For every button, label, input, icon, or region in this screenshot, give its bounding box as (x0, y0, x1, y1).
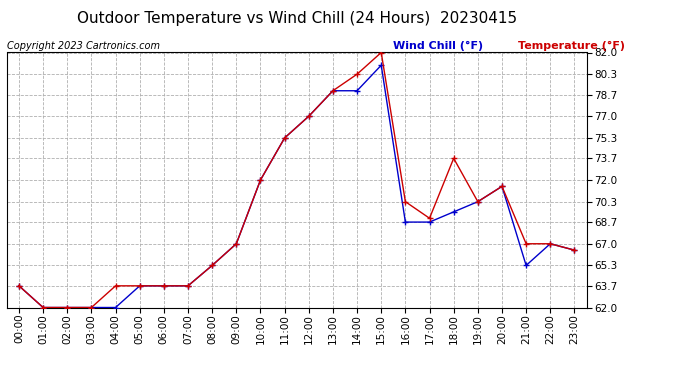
Text: Temperature (°F): Temperature (°F) (518, 41, 624, 51)
Text: Outdoor Temperature vs Wind Chill (24 Hours)  20230415: Outdoor Temperature vs Wind Chill (24 Ho… (77, 11, 517, 26)
Text: Wind Chill (°F): Wind Chill (°F) (393, 41, 491, 51)
Text: Copyright 2023 Cartronics.com: Copyright 2023 Cartronics.com (7, 41, 160, 51)
